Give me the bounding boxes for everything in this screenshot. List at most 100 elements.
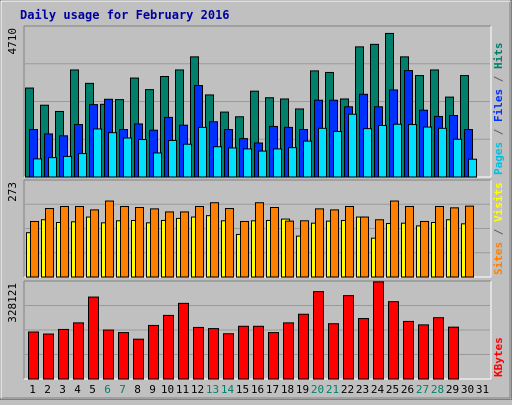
bar-kbytes-6 [103,329,114,380]
bar-kbytes-21 [328,323,339,380]
x-tick-label: 22 [341,383,354,396]
bar-kbytes-14 [223,333,234,380]
legend-part: Files [492,89,505,122]
bar-sites-19 [300,220,309,278]
bar-kbytes-1 [28,331,39,380]
bar-kbytes-20 [313,291,324,380]
bar-sites-9 [150,208,159,278]
bar-pages-11 [183,143,192,178]
x-tick-label: 2 [44,383,51,396]
x-tick-label: 13 [206,383,219,396]
bar-pages-2 [48,157,57,178]
bar-sites-25 [390,200,399,278]
bar-pages-26 [408,124,417,178]
bar-sites-15 [240,220,249,278]
bar-kbytes-23 [358,318,369,380]
bar-sites-18 [285,220,294,278]
y-max-label: 328121 [6,283,19,323]
bar-sites-27 [420,220,429,278]
bar-sites-24 [375,219,384,278]
x-tick-label: 1 [29,383,36,396]
bar-sites-13 [210,202,219,278]
bar-sites-2 [45,208,54,278]
bar-kbytes-18 [283,322,294,380]
bar-kbytes-15 [238,325,249,380]
bar-pages-27 [423,126,432,178]
x-tick-label: 4 [74,383,81,396]
y-max-label: 273 [6,182,19,202]
bar-sites-29 [450,207,459,278]
x-tick-label: 6 [104,383,111,396]
legend-part: Pages [492,142,505,175]
panel-3: 328121 KBytes [6,280,505,380]
bar-pages-10 [168,139,177,178]
series-sites [30,200,474,278]
bar-sites-17 [270,207,279,278]
bar-sites-7 [120,205,129,278]
x-tick-label: 31 [476,383,489,396]
bar-kbytes-11 [178,302,189,380]
x-tick-label: 29 [446,383,459,396]
x-tick-label: 16 [251,383,264,396]
bar-pages-6 [108,132,117,178]
x-tick-label: 11 [176,383,189,396]
bar-pages-7 [123,137,132,178]
x-tick-label: 23 [356,383,369,396]
bar-sites-3 [60,205,69,278]
bar-kbytes-9 [148,324,159,380]
legend-part: / [492,222,505,242]
bar-sites-4 [75,205,84,278]
bar-kbytes-19 [298,313,309,380]
x-tick-label: 20 [311,383,324,396]
bar-sites-12 [195,205,204,278]
bar-pages-24 [378,125,387,178]
bar-kbytes-13 [208,328,219,380]
bar-kbytes-4 [73,322,84,380]
bar-sites-5 [90,209,99,278]
x-tick-label: 5 [89,383,96,396]
bar-pages-20 [318,127,327,178]
x-tick-label: 27 [416,383,429,396]
bar-pages-30 [468,158,477,178]
chart-title: Daily usage for February 2016 [20,8,230,22]
bar-sites-10 [165,211,174,278]
x-tick-label: 7 [119,383,126,396]
x-tick-label: 3 [59,383,66,396]
bar-kbytes-26 [403,320,414,380]
panel-1: 4710 Pages / Files / Hits [6,25,505,178]
bar-sites-16 [255,202,264,278]
bar-kbytes-28 [433,317,444,380]
x-tick-label: 8 [134,383,141,396]
y-max-label: 4710 [6,28,19,55]
bar-sites-14 [225,208,234,278]
bar-sites-23 [360,216,369,278]
x-tick-label: 24 [371,383,385,396]
bar-kbytes-17 [268,332,279,380]
x-tick-label: 28 [431,383,444,396]
panel-2: 273 Sites / Visits [6,179,505,278]
bar-pages-3 [63,155,72,178]
bar-sites-28 [435,205,444,278]
bar-kbytes-8 [133,338,144,380]
bar-pages-25 [393,123,402,178]
bar-sites-20 [315,208,324,278]
bar-pages-28 [438,127,447,178]
bar-pages-12 [198,126,207,178]
bar-sites-8 [135,207,144,278]
series-pages [33,113,477,178]
bar-sites-26 [405,205,414,278]
bar-pages-4 [78,153,87,178]
x-tick-label: 25 [386,383,399,396]
series-kbytes [28,281,459,380]
bar-kbytes-3 [58,328,69,380]
x-tick-label: 9 [149,383,156,396]
x-tick-label: 30 [461,383,474,396]
bar-pages-29 [453,138,462,178]
bar-kbytes-7 [118,332,129,380]
bar-pages-15 [243,148,252,178]
legend-part: Sites [492,242,505,275]
bar-pages-21 [333,130,342,178]
x-tick-label: 10 [161,383,174,396]
